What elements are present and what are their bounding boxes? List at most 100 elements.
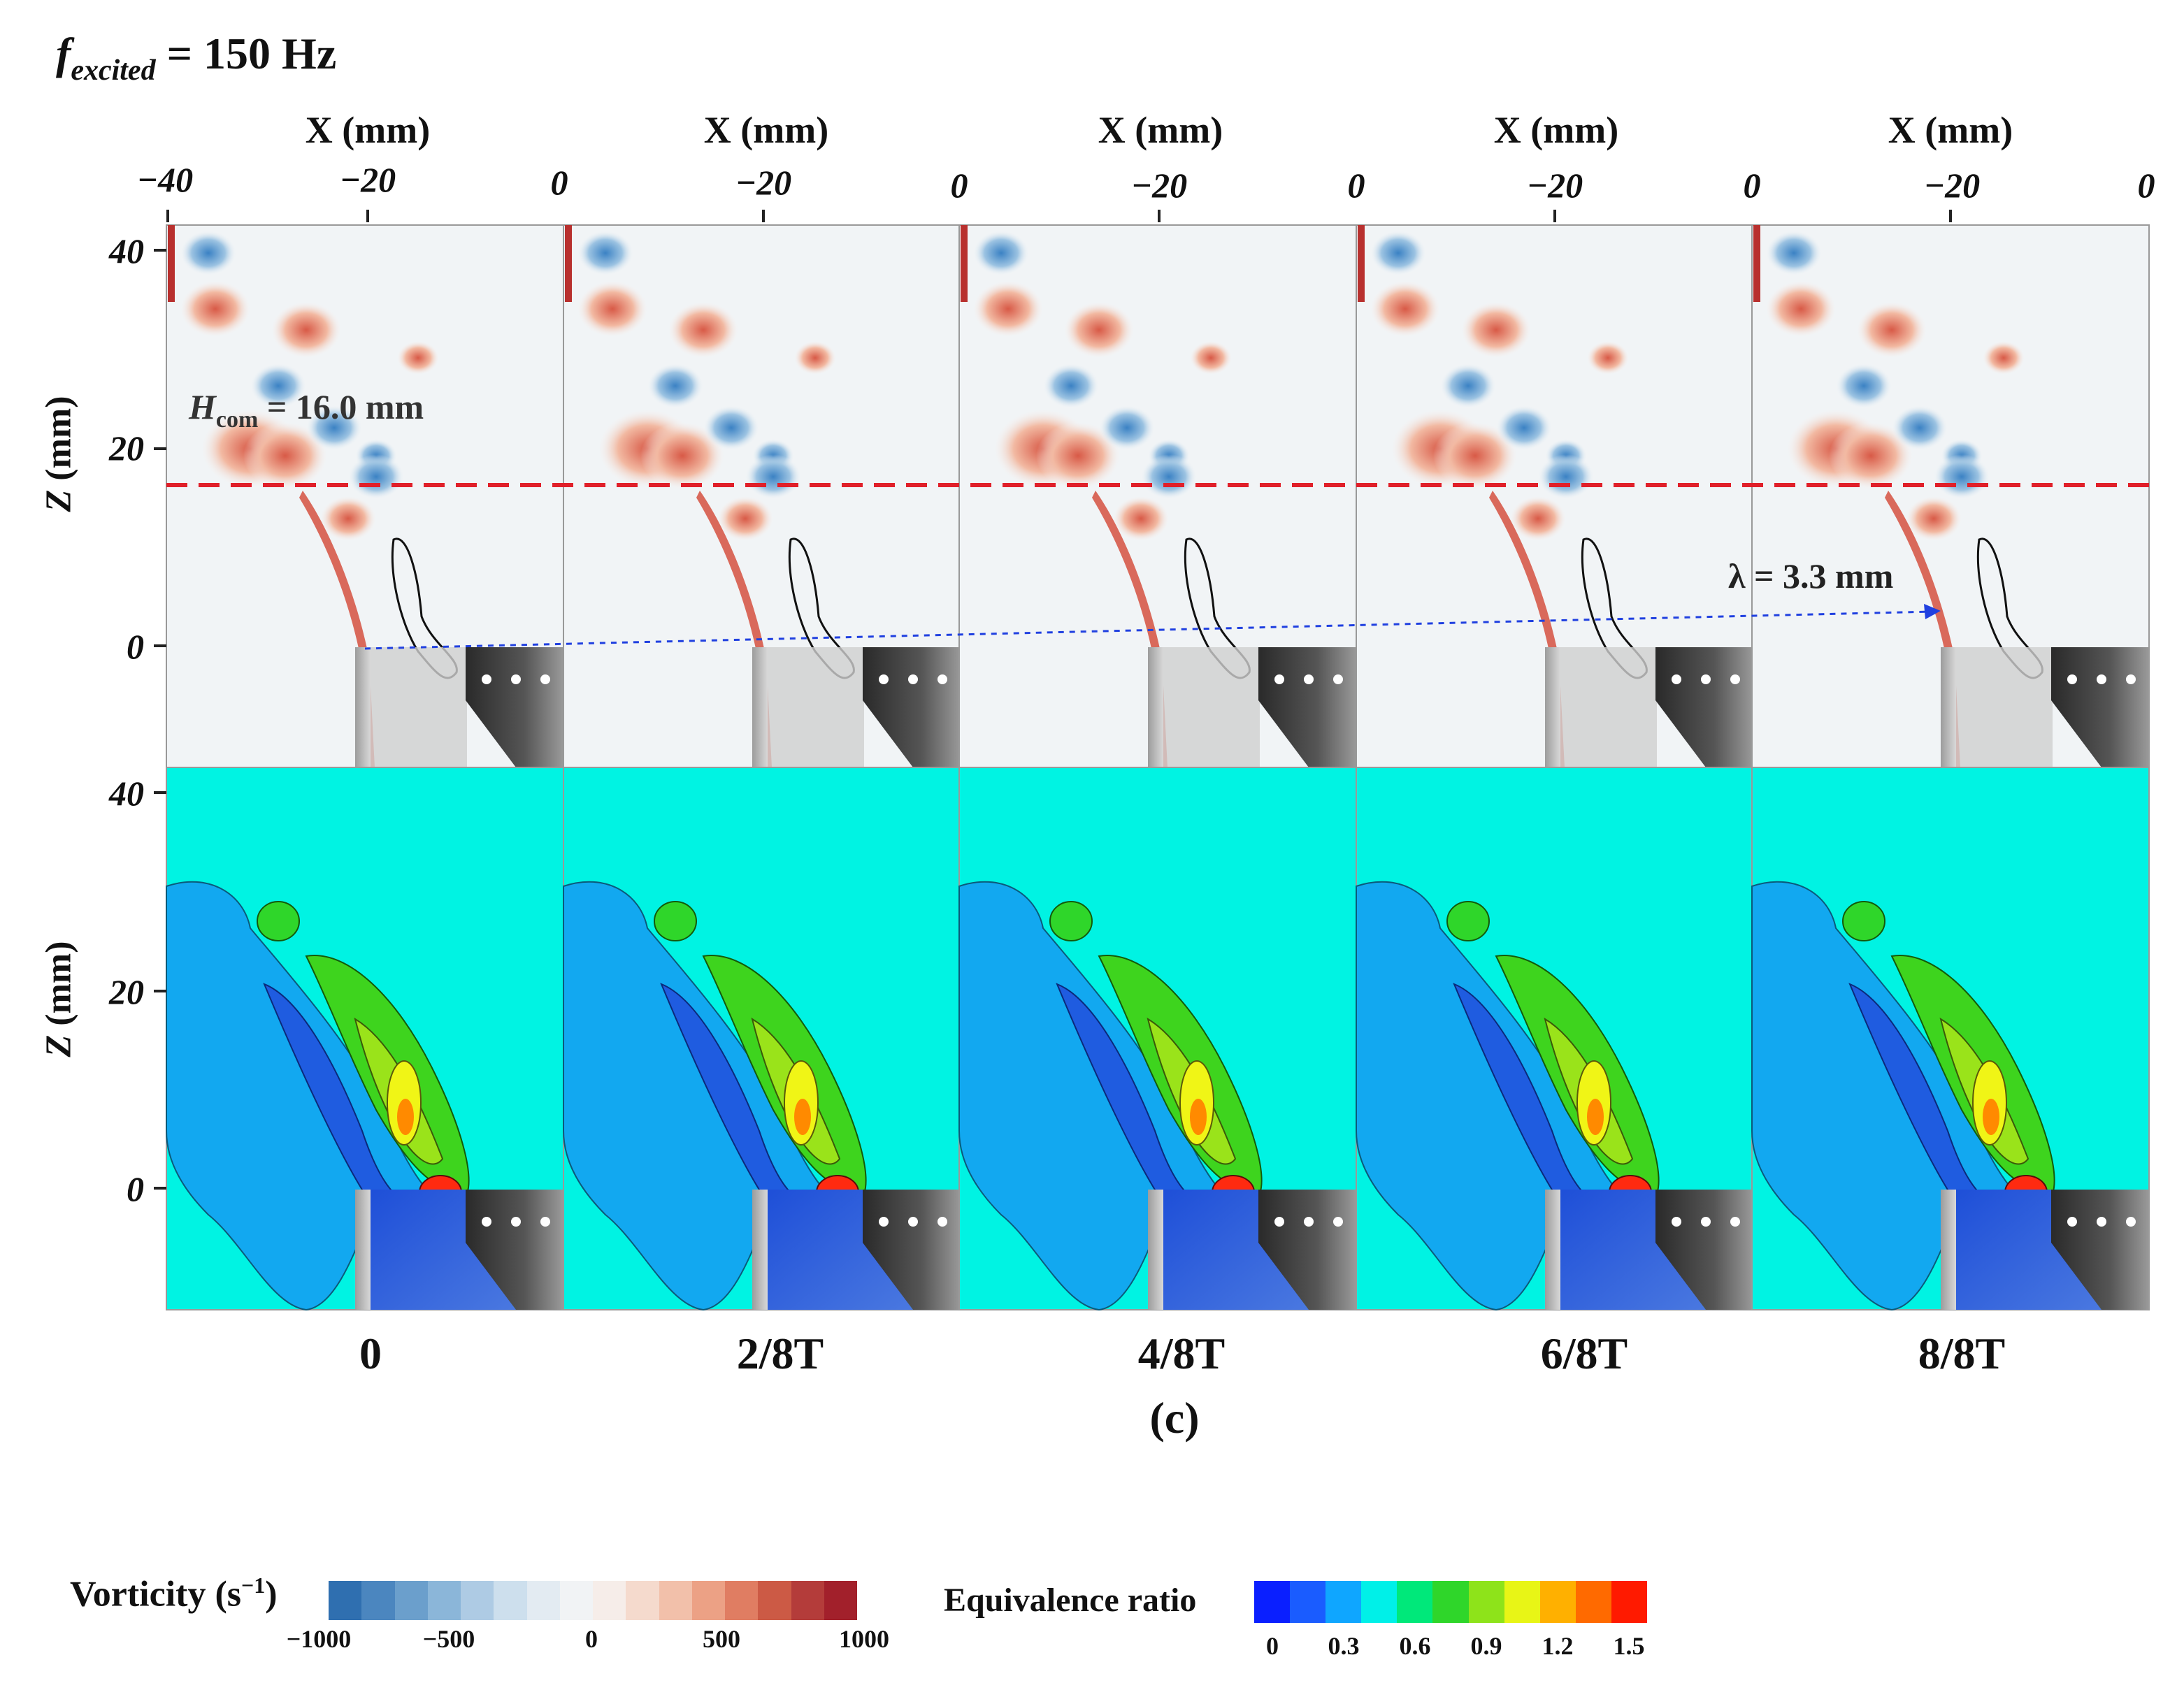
nozzle-hole: [2097, 1217, 2106, 1227]
step-wall: [1148, 647, 1163, 767]
blue-vortex-blob: [1766, 231, 1822, 275]
z-tick-0-top: 0: [127, 627, 144, 666]
lambda-arrowhead: [1924, 604, 1941, 619]
x-tick: 0: [1743, 166, 1761, 205]
x-tick: −20: [1130, 166, 1188, 205]
step-wall: [1545, 647, 1560, 767]
fuel-pocket: [1446, 901, 1490, 941]
nozzle-hole: [1672, 1217, 1681, 1227]
red-vortex-blob: [1064, 302, 1134, 358]
vorticity-swatch: [494, 1581, 527, 1620]
red-vortex-blob: [1906, 496, 1962, 541]
red-vortex-blob: [1113, 496, 1169, 541]
equivalence-swatch: [1468, 1581, 1504, 1623]
red-vortex-blob: [1510, 496, 1566, 541]
vorticity-tick: 0: [585, 1625, 598, 1653]
x-axis-title-4: X (mm): [1493, 109, 1619, 151]
vorticity-swatch: [427, 1581, 461, 1620]
x-tick: 0: [550, 163, 568, 202]
h-com-value: = 16.0 mm: [266, 387, 424, 426]
x-axis-title-2: X (mm): [703, 109, 829, 151]
equivalence-swatch: [1397, 1581, 1433, 1623]
equivalence-swatch: [1432, 1581, 1469, 1623]
blue-vortex-blob: [577, 231, 633, 275]
step-wall: [355, 1190, 371, 1310]
cavity-region: [1956, 1190, 2102, 1310]
nozzle-hole: [1304, 1217, 1314, 1227]
red-vortex-blob: [1370, 281, 1440, 337]
nozzle-hole: [1333, 674, 1343, 684]
panel-2: [958, 224, 1357, 1311]
step-plate: [355, 647, 467, 767]
nozzle-hole: [2067, 674, 2077, 684]
vorticity-tick: 1000: [839, 1625, 889, 1653]
blue-vortex-blob: [1099, 405, 1155, 450]
vorticity-colorbar: [329, 1581, 857, 1620]
x-tick: −20: [339, 160, 396, 199]
phase-label-0: 0: [359, 1329, 382, 1378]
nozzle-hole: [1672, 674, 1681, 684]
equivalence-tick: 0: [1266, 1632, 1279, 1660]
wall-shear-layer: [961, 225, 968, 302]
red-vortex-blob: [1766, 281, 1836, 337]
nozzle-hole: [1701, 674, 1711, 684]
blue-vortex-blob: [180, 231, 236, 275]
red-vortex-blob: [180, 281, 250, 337]
step-wall: [752, 1190, 768, 1310]
vorticity-swatch: [691, 1581, 725, 1620]
very-lean-region: [263, 983, 405, 1201]
red-vortex-blob: [668, 302, 738, 358]
x-tick: −20: [735, 163, 792, 202]
blue-vortex-blob: [745, 454, 801, 499]
step-wall: [1941, 647, 1956, 767]
x-tick: 0: [1347, 166, 1365, 205]
blue-vortex-blob: [1892, 405, 1948, 450]
cavity-region: [371, 1190, 516, 1310]
equivalence-swatch: [1539, 1581, 1576, 1623]
equivalence-swatch: [1290, 1581, 1326, 1623]
equivalence-swatch: [1361, 1581, 1398, 1623]
step-wall: [1545, 1190, 1560, 1310]
red-vortex-blob: [1857, 302, 1927, 358]
nozzle-hole: [879, 674, 889, 684]
vorticity-title-close: ): [265, 1574, 278, 1615]
x-axis-title-5: X (mm): [1888, 109, 2013, 151]
h-com-subscript: com: [215, 407, 259, 433]
panel-4: [1751, 224, 2150, 1311]
z-tick-20-bottom: 20: [109, 972, 144, 1011]
nozzle-hole: [908, 674, 918, 684]
very-lean-region: [1056, 983, 1198, 1201]
nozzle-hole: [908, 1217, 918, 1227]
z-tick-20-top: 20: [109, 428, 144, 468]
x-tick: 0: [950, 166, 968, 205]
x-tick: −40: [136, 160, 194, 199]
equivalence-colorbar: [1254, 1581, 1648, 1623]
vorticity-tick: −1000: [286, 1625, 352, 1653]
x-axis-title-3: X (mm): [1098, 109, 1223, 151]
equivalence-colorbar-title: Equivalence ratio: [944, 1582, 1197, 1619]
vorticity-swatch: [461, 1581, 494, 1620]
lambda-arrow: [364, 610, 1933, 650]
nozzle-hole: [1730, 1217, 1740, 1227]
equivalence-tick: 1.5: [1613, 1632, 1645, 1660]
nozzle-hole: [511, 674, 521, 684]
blue-vortex-blob: [1043, 363, 1099, 408]
wall-shear-layer: [1358, 225, 1365, 302]
cavity-region: [1163, 1190, 1309, 1310]
plume-orange: [1983, 1099, 1999, 1135]
cavity-region: [768, 1190, 913, 1310]
very-lean-region: [1848, 983, 1990, 1201]
plume-orange: [1190, 1099, 1207, 1135]
panel-3: [1356, 224, 1754, 1311]
nozzle-hole: [937, 674, 947, 684]
red-vortex-blob: [1433, 422, 1517, 489]
figure-title: fexcited = 150 Hz: [56, 28, 336, 87]
plume-orange: [794, 1099, 811, 1135]
h-com-symbol: H: [189, 387, 216, 426]
cavity-region: [1560, 1190, 1706, 1310]
very-lean-region: [660, 983, 802, 1201]
x-tick: −20: [1923, 166, 1981, 205]
vorticity-swatch: [626, 1581, 659, 1620]
blue-vortex-blob: [1538, 454, 1594, 499]
